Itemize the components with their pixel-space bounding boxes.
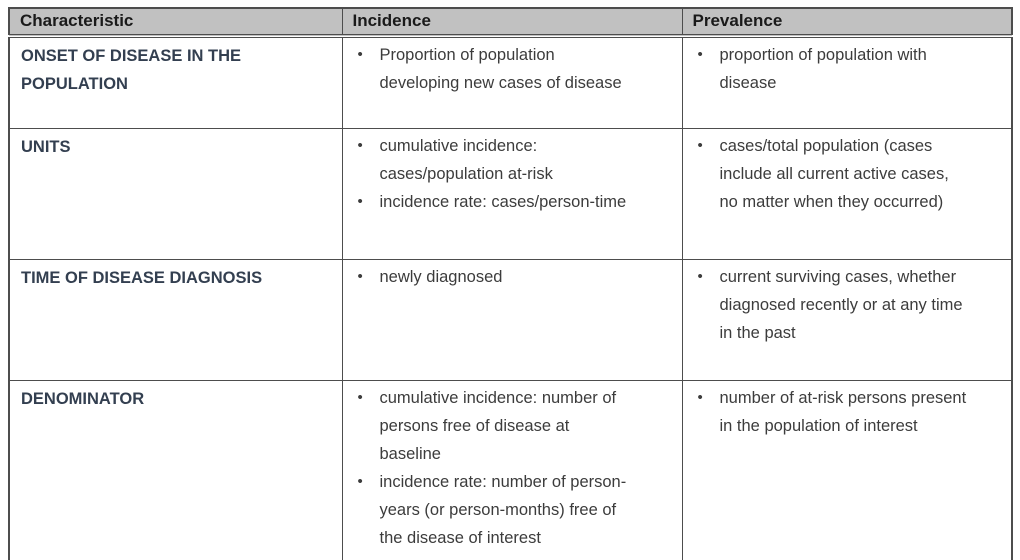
incidence-cell: • newly diagnosed — [341, 259, 683, 381]
prevalence-cell: • cases/total population (cases include … — [681, 128, 1013, 260]
bullet-list: • cumulative incidence: cases/population… — [347, 132, 678, 216]
list-item: • incidence rate: cases/person-time — [347, 188, 678, 216]
bullet-list: • Proportion of population developing ne… — [347, 41, 678, 97]
bullet-icon: • — [697, 389, 703, 406]
bullet-text: cumulative incidence: number of persons … — [379, 389, 617, 463]
list-item: • Proportion of population developing ne… — [347, 41, 678, 97]
bullet-icon: • — [697, 137, 703, 154]
bullet-icon: • — [357, 268, 363, 285]
incidence-cell: • Proportion of population developing ne… — [341, 35, 683, 129]
bullet-list: • current surviving cases, whether diagn… — [687, 263, 1008, 347]
column-header-characteristic: Characteristic — [8, 7, 343, 38]
list-item: • incidence rate: number of person-years… — [347, 468, 678, 552]
bullet-icon: • — [697, 46, 703, 63]
incidence-cell: • cumulative incidence: cases/population… — [341, 128, 683, 260]
table-row: DENOMINATOR • cumulative incidence: numb… — [8, 380, 1013, 560]
list-item: • proportion of population with disease — [687, 41, 1008, 97]
bullet-icon: • — [357, 193, 363, 210]
bullet-icon: • — [357, 473, 363, 490]
bullet-text: Proportion of population developing new … — [379, 46, 622, 92]
bullet-text: incidence rate: cases/person-time — [379, 193, 627, 211]
table-row: ONSET OF DISEASE IN THE POPULATION • Pro… — [8, 35, 1013, 129]
bullet-text: cases/total population (cases include al… — [719, 137, 949, 211]
bullet-text: number of at-risk persons present in the… — [719, 389, 967, 435]
incidence-prevalence-table: Characteristic Incidence Prevalence ONSE… — [8, 7, 1013, 560]
bullet-text: proportion of population with disease — [719, 46, 927, 92]
header-row: Characteristic Incidence Prevalence — [8, 7, 1013, 38]
column-header-incidence: Incidence — [341, 7, 683, 38]
table-row: TIME OF DISEASE DIAGNOSIS • newly diagno… — [8, 259, 1013, 381]
list-item: • cases/total population (cases include … — [687, 132, 1008, 216]
characteristic-cell: TIME OF DISEASE DIAGNOSIS — [8, 259, 343, 381]
bullet-list: • number of at-risk persons present in t… — [687, 384, 1008, 440]
bullet-list: • proportion of population with disease — [687, 41, 1008, 97]
bullet-list: • cases/total population (cases include … — [687, 132, 1008, 216]
bullet-icon: • — [357, 46, 363, 63]
bullet-list: • cumulative incidence: number of person… — [347, 384, 678, 552]
list-item: • cumulative incidence: number of person… — [347, 384, 678, 468]
bullet-icon: • — [697, 268, 703, 285]
table-row: UNITS • cumulative incidence: cases/popu… — [8, 128, 1013, 260]
bullet-icon: • — [357, 137, 363, 154]
bullet-icon: • — [357, 389, 363, 406]
bullet-text: current surviving cases, whether diagnos… — [719, 268, 963, 342]
characteristic-cell: UNITS — [8, 128, 343, 260]
column-header-prevalence: Prevalence — [681, 7, 1013, 38]
list-item: • cumulative incidence: cases/population… — [347, 132, 678, 188]
characteristic-cell: DENOMINATOR — [8, 380, 343, 560]
list-item: • current surviving cases, whether diagn… — [687, 263, 1008, 347]
list-item: • number of at-risk persons present in t… — [687, 384, 1008, 440]
prevalence-cell: • proportion of population with disease — [681, 35, 1013, 129]
characteristic-cell: ONSET OF DISEASE IN THE POPULATION — [8, 35, 343, 129]
list-item: • newly diagnosed — [347, 263, 678, 291]
prevalence-cell: • number of at-risk persons present in t… — [681, 380, 1013, 560]
prevalence-cell: • current surviving cases, whether diagn… — [681, 259, 1013, 381]
bullet-text: incidence rate: number of person-years (… — [379, 473, 627, 547]
incidence-cell: • cumulative incidence: number of person… — [341, 380, 683, 560]
bullet-text: newly diagnosed — [379, 268, 503, 286]
bullet-list: • newly diagnosed — [347, 263, 678, 291]
bullet-text: cumulative incidence: cases/population a… — [379, 137, 553, 183]
